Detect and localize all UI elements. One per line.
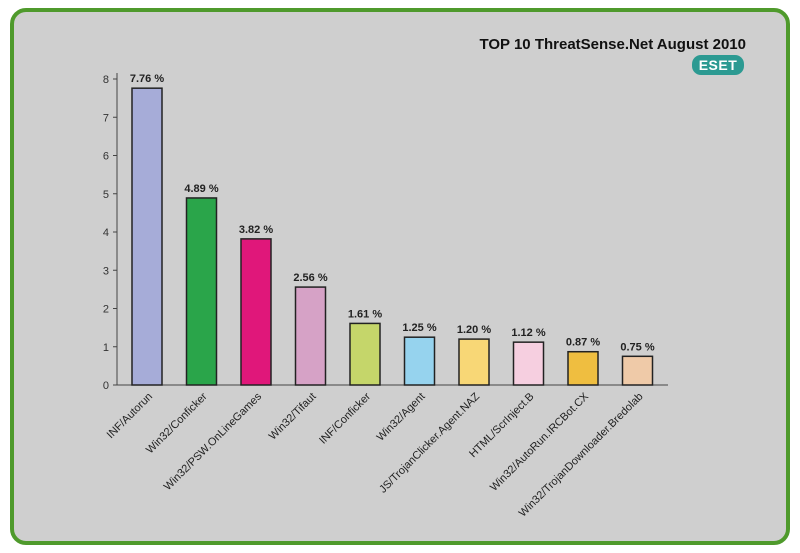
y-tick-label: 6 [103, 151, 109, 163]
x-tick-label: Win32/TrojanDownloader.Bredolab [517, 391, 646, 520]
x-tick-label: INF/Autorun [105, 391, 155, 441]
bar [131, 87, 163, 386]
x-tick-label: INF/Conficker [317, 390, 373, 446]
bar [621, 355, 654, 386]
bar [240, 238, 272, 386]
bar [294, 286, 327, 386]
bar [512, 341, 545, 386]
y-tick-label: 0 [103, 380, 109, 392]
y-tick-label: 7 [103, 112, 109, 124]
chart-title: TOP 10 ThreatSense.Net August 2010 [479, 36, 747, 53]
bar [349, 322, 381, 386]
bar [185, 197, 218, 386]
y-tick-label: 3 [103, 265, 109, 277]
bar-value-label: 0.75 % [620, 341, 654, 353]
bar-value-label: 4.89 % [184, 183, 218, 195]
y-tick-label: 1 [103, 342, 109, 354]
bar-value-label: 1.61 % [348, 308, 382, 320]
bar-value-label: 0.87 % [566, 337, 600, 349]
y-tick-label: 8 [103, 74, 109, 86]
bar-value-label: 1.20 % [457, 324, 491, 336]
x-tick-label: Win32/Agent [375, 391, 428, 444]
y-tick-label: 2 [103, 304, 109, 316]
x-tick-label: Win32/AutoRun.IRCBot.CX [488, 390, 592, 494]
bar-value-label: 1.25 % [402, 322, 436, 334]
bar-value-label: 3.82 % [239, 224, 273, 236]
bar-value-label: 1.12 % [511, 327, 545, 339]
bar [458, 338, 490, 386]
y-tick-label: 5 [103, 189, 109, 201]
bar [567, 350, 599, 386]
x-tick-label: Win32/Tifaut [267, 391, 319, 443]
y-tick-label: 4 [103, 227, 109, 239]
eset-logo: ESET [692, 55, 744, 75]
x-tick-label: Win32/PSW.OnLineGames [162, 390, 265, 493]
bar-value-label: 2.56 % [293, 272, 327, 284]
bar-value-label: 7.76 % [130, 73, 164, 85]
x-tick-label: JS/TrojanClicker.Agent.NAZ [377, 390, 482, 495]
bar [403, 336, 436, 386]
